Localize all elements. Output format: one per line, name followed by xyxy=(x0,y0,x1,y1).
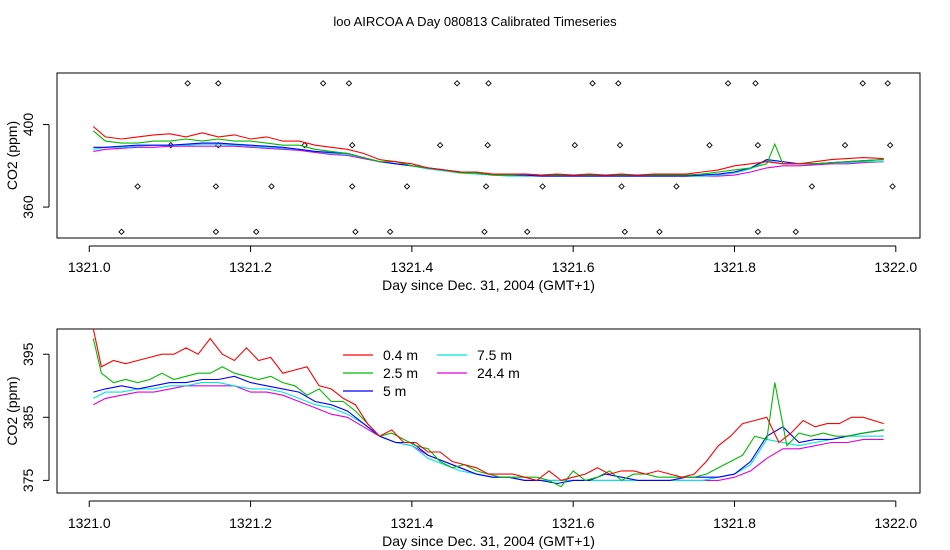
series-line-5-mm xyxy=(93,142,884,177)
x-tick-label: 1321.8 xyxy=(713,515,756,531)
data-point-marker xyxy=(212,228,220,236)
data-point-marker xyxy=(539,183,546,190)
y-axis-label: CO2 (ppm) xyxy=(4,121,20,190)
x-axis-label: Day since Dec. 31, 2004 (GMT+1) xyxy=(382,533,595,549)
legend-label: 5 m xyxy=(383,383,406,399)
data-point-marker xyxy=(616,141,624,149)
data-point-marker xyxy=(319,80,327,87)
data-point-marker xyxy=(752,80,759,87)
data-point-marker xyxy=(118,228,125,236)
x-tick-label: 1321.4 xyxy=(390,515,433,531)
data-point-marker xyxy=(808,183,816,190)
legend-label: 0.4 m xyxy=(383,347,418,363)
data-point-marker xyxy=(348,183,356,190)
data-point-marker xyxy=(345,80,353,87)
x-tick-label: 1321.4 xyxy=(390,259,433,275)
series-line-0-4-mm xyxy=(92,126,884,176)
data-point-marker xyxy=(167,141,174,149)
data-point-marker xyxy=(436,141,444,149)
data-point-marker xyxy=(754,228,762,236)
data-point-marker xyxy=(792,228,800,236)
y-tick-label: 360 xyxy=(20,195,36,219)
data-point-marker xyxy=(859,80,866,87)
x-tick-label: 1321.0 xyxy=(68,515,111,531)
plot-frame xyxy=(56,72,921,239)
y-tick-label: 375 xyxy=(20,468,36,492)
data-point-marker xyxy=(268,183,275,190)
data-point-marker xyxy=(656,228,663,236)
bottom-panel: 1321.0 1321.2 1321.4 1321.6 1321.8 1322.0 Day … xyxy=(4,328,921,549)
series-line-24-4-mm xyxy=(93,385,884,481)
series-line-0-4-mm xyxy=(92,328,884,482)
data-point-marker xyxy=(886,141,894,149)
x-tick-label: 1321.8 xyxy=(713,259,756,275)
data-point-marker xyxy=(482,183,490,190)
series-line-2-5-mm xyxy=(92,338,884,488)
data-point-marker xyxy=(481,228,488,236)
legend-label: 24.4 m xyxy=(477,365,520,381)
data-point-marker xyxy=(386,228,394,236)
data-point-marker xyxy=(453,80,461,87)
data-point-marker xyxy=(621,228,629,236)
series-line-7-5-mm xyxy=(93,382,884,481)
data-point-marker xyxy=(724,80,732,87)
series-line-5-mm xyxy=(93,375,884,485)
data-point-marker xyxy=(706,141,713,149)
data-point-marker xyxy=(884,80,891,87)
x-tick-label: 1321.6 xyxy=(552,515,595,531)
x-axis-label: Day since Dec. 31, 2004 (GMT+1) xyxy=(382,277,595,293)
data-point-marker xyxy=(571,141,579,149)
y-axis-label: CO2 (ppm) xyxy=(4,376,20,445)
y-tick-label: 400 xyxy=(20,113,36,137)
data-point-marker xyxy=(754,141,762,149)
data-point-marker xyxy=(589,80,596,87)
data-point-marker xyxy=(841,141,849,149)
data-point-marker xyxy=(484,141,491,149)
data-point-marker xyxy=(673,183,680,190)
data-point-marker xyxy=(252,228,260,236)
legend-label: 7.5 m xyxy=(477,347,512,363)
data-point-marker xyxy=(348,141,356,149)
x-tick-label: 1322.0 xyxy=(874,259,917,275)
legend-label: 2.5 m xyxy=(383,365,418,381)
data-point-marker xyxy=(212,183,220,190)
top-panel: 1321.0 1321.2 1321.4 1321.6 1321.8 1322.0 Day … xyxy=(4,72,921,293)
figure-title: loo AIRCOA A Day 080813 Calibrated Times… xyxy=(333,14,617,29)
data-point-marker xyxy=(403,183,411,190)
data-point-marker xyxy=(215,80,222,87)
data-point-marker xyxy=(134,183,141,190)
x-tick-label: 1321.0 xyxy=(68,259,111,275)
y-tick-label: 385 xyxy=(20,405,36,429)
data-point-marker xyxy=(523,228,531,236)
data-point-marker xyxy=(618,183,625,190)
plot-frame xyxy=(56,328,921,494)
x-tick-label: 1321.6 xyxy=(552,259,595,275)
data-point-marker xyxy=(352,228,359,236)
data-point-marker xyxy=(184,80,191,87)
x-tick-label: 1321.2 xyxy=(229,259,272,275)
y-tick-label: 395 xyxy=(20,342,36,366)
data-point-marker xyxy=(615,80,622,87)
x-tick-label: 1321.2 xyxy=(229,515,272,531)
data-point-marker xyxy=(485,80,492,87)
series-line-2-5-mm xyxy=(92,130,884,176)
data-point-marker xyxy=(889,183,896,190)
x-tick-label: 1322.0 xyxy=(874,515,917,531)
data-point-marker xyxy=(301,141,308,149)
